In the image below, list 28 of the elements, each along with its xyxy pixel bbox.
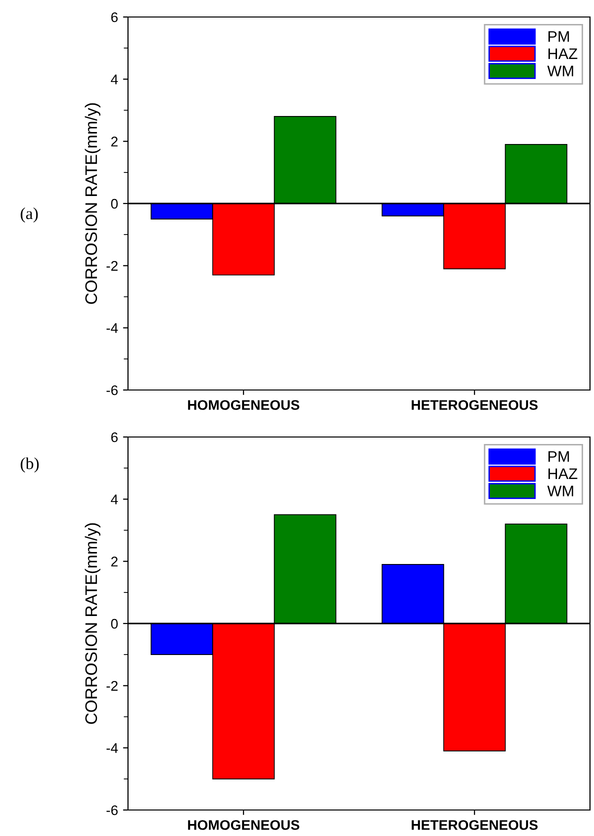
y-tick-label: 2 xyxy=(111,556,118,566)
y-tick-label: 6 xyxy=(111,432,118,442)
y-axis-title: CORROSION RATE(mm/y) xyxy=(84,103,100,304)
y-tick-label: 6 xyxy=(111,12,118,22)
x-tick-label: HETEROGENEOUS xyxy=(412,820,538,830)
y-tick-label: 4 xyxy=(110,74,118,84)
legend-label: HAZ xyxy=(548,468,578,479)
legend-label: PM xyxy=(548,31,569,42)
y-tick-label: 0 xyxy=(111,618,118,629)
legend-label: WM xyxy=(547,66,574,76)
y-tick-label: -2 xyxy=(106,681,118,691)
y-tick-label: 0 xyxy=(111,198,118,209)
x-tick-label: HETEROGENEOUS xyxy=(412,400,538,410)
x-tick-label: HOMOGENEOUS xyxy=(188,400,300,410)
legend-label: WM xyxy=(547,486,574,496)
y-tick-label: 2 xyxy=(111,136,118,146)
y-tick-label: -4 xyxy=(106,323,118,333)
text: (b) xyxy=(20,457,39,473)
text: (a) xyxy=(20,207,38,223)
y-axis-title: CORROSION RATE(mm/y) xyxy=(84,523,100,724)
x-tick-label: HOMOGENEOUS xyxy=(188,820,300,830)
legend-label: PM xyxy=(548,451,569,462)
y-tick-label: 4 xyxy=(110,494,118,504)
legend-label: HAZ xyxy=(548,48,578,59)
y-tick-label: -2 xyxy=(106,261,118,271)
y-tick-label: -6 xyxy=(106,385,118,396)
y-tick-label: -4 xyxy=(106,743,118,753)
y-tick-label: -6 xyxy=(106,805,118,816)
